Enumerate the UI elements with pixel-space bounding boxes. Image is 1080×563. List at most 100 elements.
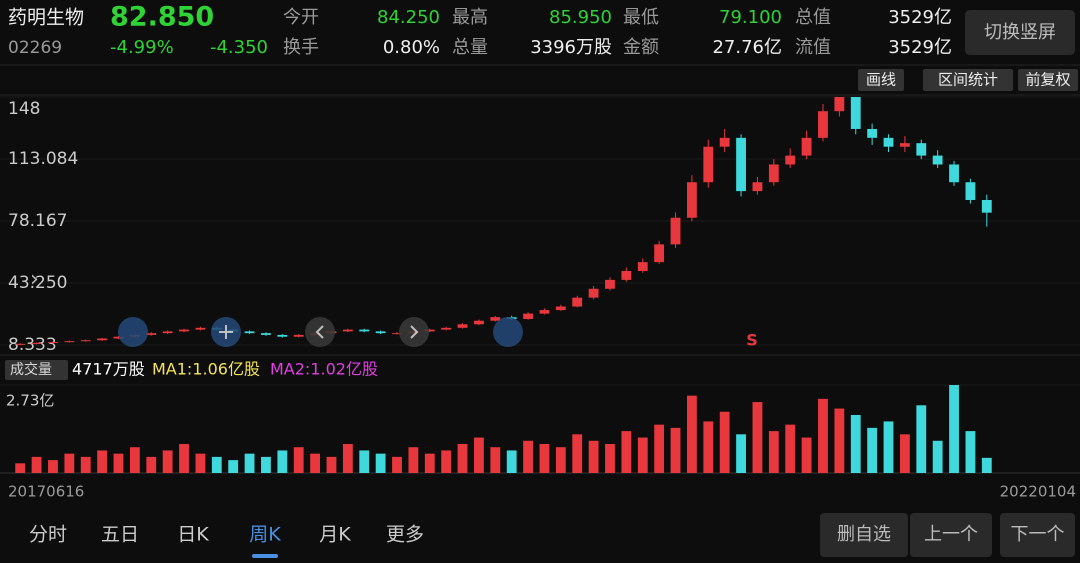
candle-body <box>605 279 615 289</box>
candle-body <box>424 329 435 332</box>
volume-bar <box>981 457 992 473</box>
volume-select[interactable] <box>5 360 68 380</box>
tab[interactable]: 分时 <box>29 524 67 546</box>
volume-bar <box>818 398 828 473</box>
candle-body <box>359 329 370 332</box>
volume-bar <box>850 414 861 473</box>
icon <box>118 317 148 347</box>
tab[interactable]: 五日 <box>101 524 139 546</box>
stat-label: 总量 <box>452 37 488 58</box>
volume-bar <box>359 450 370 473</box>
volume-bar <box>244 453 255 473</box>
candle-body <box>588 288 599 298</box>
candle-body <box>15 343 26 345</box>
candle-body <box>949 164 959 183</box>
candle-body <box>342 329 353 332</box>
button[interactable] <box>1000 513 1075 557</box>
tab[interactable]: 日K <box>177 524 209 546</box>
volume-bar <box>932 440 943 473</box>
stock-price: 82.850 <box>110 2 214 33</box>
tab[interactable]: 月K <box>319 524 351 546</box>
candle-body <box>179 329 189 332</box>
volume-bar <box>342 443 353 473</box>
candle-body <box>539 310 550 314</box>
volume-value: 4717万股 <box>72 360 145 379</box>
icon <box>410 325 419 339</box>
tool-label: 前复权 <box>1025 71 1070 89</box>
volume-bar <box>162 450 173 473</box>
candle-body <box>392 333 402 335</box>
ma2: MA2:1.02亿股 <box>270 360 378 379</box>
button[interactable] <box>820 513 908 557</box>
candle-body <box>457 324 468 328</box>
tool-button[interactable] <box>923 69 1013 91</box>
plot: 148 113.084 78.167 43.250 8.333 2.73亿 S <box>0 96 1080 474</box>
candle-body <box>162 331 173 334</box>
stat-value: 27.76亿 <box>712 37 782 58</box>
volume-bar <box>64 453 75 473</box>
volume-bar <box>588 440 599 473</box>
candle-body <box>621 271 632 280</box>
candle-body <box>801 137 812 156</box>
volume-bar <box>621 431 632 473</box>
candle-body <box>834 97 845 112</box>
candle-body <box>48 342 58 344</box>
change-pct: -4.99% <box>110 37 174 58</box>
volume-bar <box>785 424 796 473</box>
volume-bar <box>899 434 910 473</box>
tool-label: 区间统计 <box>938 71 998 89</box>
y-tick-label: 113.084 <box>8 149 78 169</box>
button[interactable] <box>910 513 992 557</box>
switch-button-label: 切换竖屏 <box>984 22 1056 43</box>
candle-body <box>785 155 796 165</box>
button-label: 上一个 <box>924 524 978 545</box>
candle-body <box>375 331 386 334</box>
candle-body <box>474 320 484 325</box>
volume-bar <box>375 453 386 473</box>
y-tick-label: 148 <box>8 99 40 119</box>
volume-bar <box>146 456 157 473</box>
stat-label: 金额 <box>623 37 659 58</box>
volume-bar <box>670 427 681 473</box>
start-date: 20170616 <box>8 483 84 501</box>
tab[interactable]: 周K <box>249 524 281 546</box>
tool-button[interactable] <box>858 69 904 91</box>
volume-bar <box>310 453 321 473</box>
candle-body <box>97 338 108 341</box>
volume-bar <box>539 443 550 473</box>
candle-body <box>244 331 255 334</box>
volume-bar <box>277 450 288 473</box>
candle-body <box>818 111 828 138</box>
candle-body <box>277 334 288 337</box>
buttons: 删自选 上一个 下一个 <box>820 513 1075 557</box>
volume-bar <box>801 437 812 473</box>
candle-body <box>637 262 648 272</box>
stat-label: 总值 <box>795 7 831 28</box>
icon <box>219 325 233 339</box>
volume-bar <box>261 456 271 473</box>
icon <box>399 317 429 347</box>
volume-bar <box>326 456 337 473</box>
volume-bar <box>48 460 58 473</box>
icon <box>315 325 324 339</box>
volume-bar <box>211 456 222 473</box>
volume-bar <box>228 460 239 473</box>
candle-body <box>883 137 894 147</box>
volume-bar <box>605 443 615 473</box>
volume-bar <box>408 447 419 473</box>
tool-label: 画线 <box>866 71 896 89</box>
switch-button[interactable] <box>965 10 1075 55</box>
volume-bar <box>916 405 927 473</box>
volume-bar <box>883 421 894 473</box>
tab[interactable]: 更多 <box>386 524 424 546</box>
stat-value: 85.950 <box>549 7 612 28</box>
candle-body <box>670 217 681 245</box>
y-tick-label: 43.250 <box>8 273 67 293</box>
tool-button[interactable] <box>1018 69 1078 91</box>
arrow: › <box>30 267 39 292</box>
stat-label: 换手 <box>283 37 319 58</box>
stat-value: 0.80% <box>383 37 440 58</box>
change: -4.350 <box>210 37 268 58</box>
volume-bar <box>506 450 517 473</box>
